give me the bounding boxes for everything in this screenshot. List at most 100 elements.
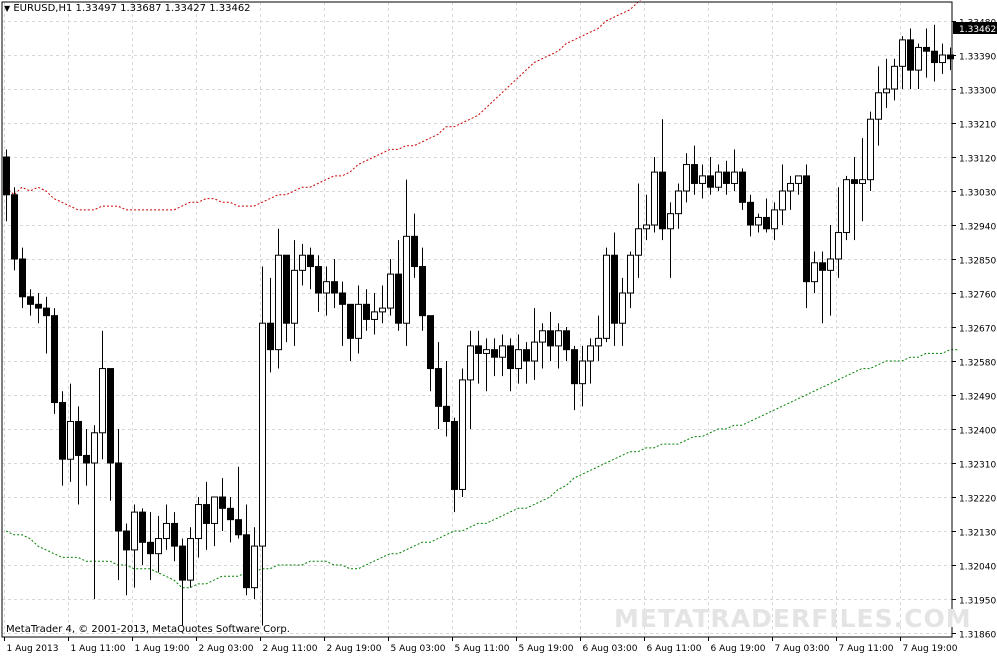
candle-body — [819, 262, 826, 271]
candle-body — [235, 519, 242, 536]
candle-body — [283, 254, 290, 324]
candle — [611, 232, 618, 346]
candle — [387, 259, 394, 316]
candle-body — [339, 292, 346, 305]
candle-body — [347, 303, 354, 339]
candle-body — [483, 349, 490, 354]
candle — [915, 43, 922, 89]
candle — [851, 157, 858, 241]
candle-body — [155, 538, 162, 555]
candle — [603, 247, 610, 343]
candle — [19, 247, 26, 309]
candle — [43, 296, 50, 354]
candle-body — [611, 254, 618, 324]
candle — [835, 187, 842, 278]
candle-body — [147, 541, 154, 555]
candle-body — [27, 296, 34, 305]
candle-body — [843, 179, 850, 234]
candle — [667, 202, 674, 278]
candle — [563, 327, 570, 361]
candle — [755, 213, 762, 233]
candle-body — [187, 538, 194, 581]
candle-body — [515, 349, 522, 370]
y-tick-label: 1.32940 — [959, 223, 996, 233]
candle — [643, 194, 650, 241]
y-tick-label: 1.33300 — [959, 87, 996, 97]
candle — [11, 187, 18, 271]
x-tick-label: 1 Aug 11:00 — [71, 644, 126, 654]
x-tick-label: 5 Aug 03:00 — [391, 644, 446, 654]
candle — [779, 164, 786, 225]
x-tick-label: 2 Aug 03:00 — [199, 644, 254, 654]
candle — [91, 425, 98, 599]
candle — [507, 338, 514, 392]
candle — [131, 504, 138, 588]
candle-body — [43, 307, 50, 317]
candle — [267, 277, 274, 373]
candle-body — [691, 164, 698, 184]
candle-body — [907, 39, 914, 71]
y-tick-label: 1.32130 — [959, 529, 996, 539]
candle-body — [915, 46, 922, 71]
candle — [99, 330, 106, 460]
upper-band-line — [5, 0, 641, 211]
y-tick-label: 1.33030 — [959, 189, 996, 199]
candle — [499, 334, 506, 377]
candle — [843, 175, 850, 241]
candle — [331, 259, 338, 309]
candle-body — [811, 262, 818, 283]
candle-body — [491, 349, 498, 358]
candle-body — [763, 216, 770, 230]
candle-body — [787, 182, 794, 192]
candle-body — [531, 341, 538, 362]
candle-body — [587, 345, 594, 362]
y-tick-label: 1.31860 — [959, 631, 996, 641]
candle-body — [51, 315, 58, 404]
candle-body — [179, 545, 186, 581]
candle — [323, 266, 330, 316]
symbol-info: ▼ EURUSD,H1 1.33497 1.33687 1.33427 1.33… — [4, 3, 251, 14]
candle-body — [299, 254, 306, 271]
candle-body — [523, 349, 530, 362]
x-tick-label: 1 Aug 19:00 — [135, 644, 190, 654]
candle — [291, 240, 298, 346]
dropdown-triangle-icon[interactable]: ▼ — [4, 4, 11, 13]
candle — [307, 247, 314, 290]
candle — [355, 285, 362, 354]
candle — [123, 523, 130, 596]
candle — [259, 266, 266, 626]
candle — [203, 481, 210, 550]
current-price-marker — [953, 22, 997, 34]
candle — [731, 149, 738, 191]
candle-body — [659, 171, 666, 230]
candle — [875, 66, 882, 146]
x-tick-label: 1 Aug 2013 — [7, 644, 59, 654]
candle — [435, 342, 442, 429]
candle-body — [899, 39, 906, 67]
candle-body — [683, 164, 690, 192]
candle-body — [835, 232, 842, 260]
current-price-label: 1.33462 — [959, 25, 996, 35]
candle — [483, 338, 490, 392]
candle — [83, 429, 90, 486]
candle-body — [387, 273, 394, 309]
y-tick-label: 1.33210 — [959, 121, 996, 131]
candle-body — [627, 254, 634, 294]
high-value: 1.33687 — [120, 3, 162, 14]
candle — [899, 36, 906, 89]
candle — [867, 111, 874, 191]
candle — [451, 417, 458, 513]
candle — [75, 406, 82, 505]
candle-body — [635, 228, 642, 256]
candle — [475, 330, 482, 384]
candle-body — [203, 504, 210, 524]
candle-body — [923, 46, 930, 52]
candle-body — [851, 179, 858, 184]
candle-body — [115, 462, 122, 532]
candle-body — [331, 281, 338, 294]
candle — [579, 345, 586, 407]
candle — [3, 149, 10, 222]
